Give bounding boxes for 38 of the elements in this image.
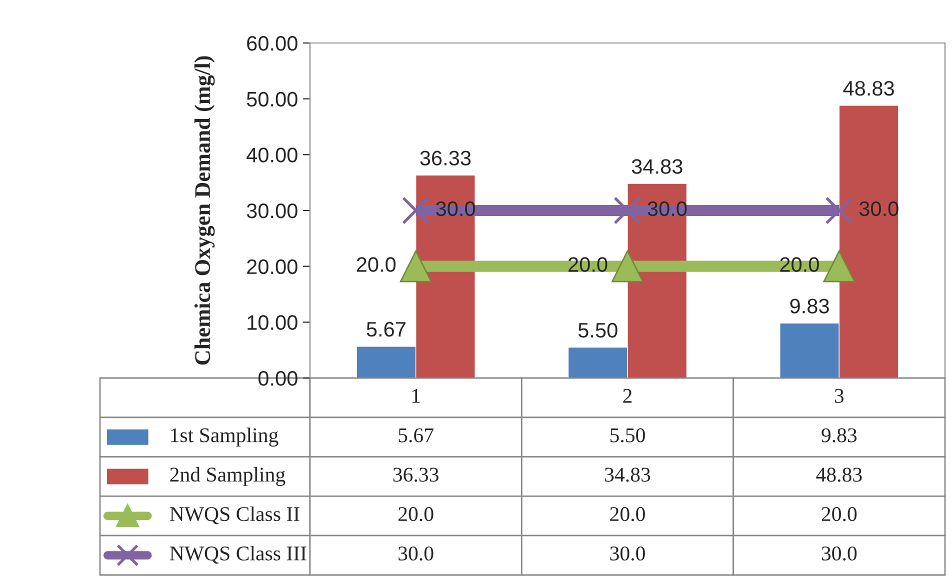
legend-label: 2nd Sampling (170, 467, 286, 486)
data-label: 5.50 (610, 428, 645, 442)
data-label: 48.83 (816, 468, 862, 482)
data-label: 30.0 (822, 546, 857, 561)
y-tick-label: 30.00 (246, 204, 298, 218)
data-label: 30.0 (610, 546, 645, 561)
data-label: 20.0 (398, 507, 434, 522)
y-tick-label: 0.00 (258, 371, 298, 386)
x-tick-label: 3 (834, 388, 844, 403)
y-tick-label: 60.00 (247, 36, 298, 51)
legend-label: NWQS Class III (170, 546, 306, 564)
text: 30.0 (648, 201, 687, 216)
text: 48.83 (843, 80, 894, 96)
data-label: 20.0 (610, 507, 645, 522)
legend-label: NWQS Class II (170, 506, 300, 524)
data-label: 30.0 (398, 546, 434, 561)
data-label: 34.83 (605, 468, 650, 482)
x-tick-label: 1 (412, 388, 420, 403)
data-label: 5.67 (398, 428, 434, 442)
data-label: 20.0 (822, 507, 857, 522)
y-tick-label: 50.00 (246, 92, 298, 107)
text: 34.83 (632, 159, 682, 174)
text: 5.67 (366, 322, 406, 337)
text: 20.0 (780, 257, 819, 272)
text: 36.33 (420, 150, 471, 166)
y-axis-title: Chemica Oxygen Demand (mg/l) (194, 56, 215, 365)
y-tick-label: 10.00 (248, 315, 298, 330)
text: 20.0 (356, 257, 396, 272)
x-tick-label: 2 (623, 388, 632, 403)
y-tick-label: 20.00 (247, 259, 298, 274)
legend-label: 1st Sampling (171, 428, 278, 447)
text: 30.0 (436, 201, 476, 216)
data-label: 36.33 (393, 468, 438, 482)
data-label: 9.83 (822, 428, 857, 442)
text: 9.83 (790, 298, 829, 314)
text: 5.50 (578, 322, 618, 338)
y-tick-label: 40.00 (246, 148, 298, 162)
text: 20.0 (568, 257, 608, 272)
